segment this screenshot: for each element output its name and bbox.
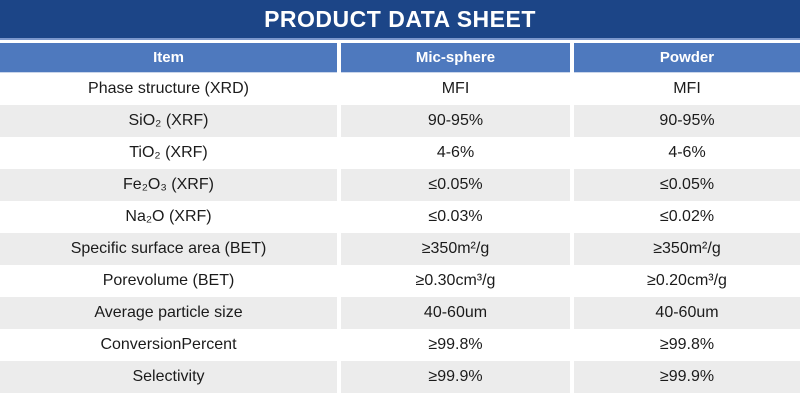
powder-cell: MFI bbox=[574, 73, 800, 105]
mic-sphere-cell: ≤0.03% bbox=[341, 201, 570, 233]
item-cell: ConversionPercent bbox=[0, 329, 337, 361]
item-cell: Fe₂O₃ (XRF) bbox=[0, 169, 337, 201]
item-cell: Porevolume (BET) bbox=[0, 265, 337, 297]
item-cell: TiO₂ (XRF) bbox=[0, 137, 337, 169]
item-cell: SiO₂ (XRF) bbox=[0, 105, 337, 137]
item-cell: Specific surface area (BET) bbox=[0, 233, 337, 265]
column-header-powder: Powder bbox=[574, 43, 800, 73]
item-cell: Na₂O (XRF) bbox=[0, 201, 337, 233]
powder-cell: 40-60um bbox=[574, 297, 800, 329]
mic-sphere-cell: ≥99.8% bbox=[341, 329, 570, 361]
mic-sphere-cell: ≤0.05% bbox=[341, 169, 570, 201]
mic-sphere-cell: MFI bbox=[341, 73, 570, 105]
mic-sphere-cell: 40-60um bbox=[341, 297, 570, 329]
table-row: Na₂O (XRF) ≤0.03% ≤0.02% bbox=[0, 201, 800, 233]
table-row: Porevolume (BET) ≥0.30cm³/g ≥0.20cm³/g bbox=[0, 265, 800, 297]
banner-divider bbox=[0, 40, 800, 43]
powder-cell: ≤0.02% bbox=[574, 201, 800, 233]
item-cell: Phase structure (XRD) bbox=[0, 73, 337, 105]
powder-cell: ≥0.20cm³/g bbox=[574, 265, 800, 297]
mic-sphere-cell: 90-95% bbox=[341, 105, 570, 137]
table-row: TiO₂ (XRF) 4-6% 4-6% bbox=[0, 137, 800, 169]
table-row: Specific surface area (BET) ≥350m²/g ≥35… bbox=[0, 233, 800, 265]
table-row: Phase structure (XRD) MFI MFI bbox=[0, 73, 800, 105]
table-row: SiO₂ (XRF) 90-95% 90-95% bbox=[0, 105, 800, 137]
mic-sphere-cell: ≥99.9% bbox=[341, 361, 570, 393]
powder-cell: 90-95% bbox=[574, 105, 800, 137]
item-cell: Average particle size bbox=[0, 297, 337, 329]
mic-sphere-cell: 4-6% bbox=[341, 137, 570, 169]
mic-sphere-cell: ≥0.30cm³/g bbox=[341, 265, 570, 297]
powder-cell: ≤0.05% bbox=[574, 169, 800, 201]
powder-cell: 4-6% bbox=[574, 137, 800, 169]
title-banner: PRODUCT DATA SHEET bbox=[0, 0, 800, 40]
column-header-item: Item bbox=[0, 43, 337, 73]
powder-cell: ≥99.8% bbox=[574, 329, 800, 361]
table-row: ConversionPercent ≥99.8% ≥99.8% bbox=[0, 329, 800, 361]
mic-sphere-cell: ≥350m²/g bbox=[341, 233, 570, 265]
table-header-row: Item Mic-sphere Powder bbox=[0, 43, 800, 73]
table-row: Selectivity ≥99.9% ≥99.9% bbox=[0, 361, 800, 393]
table-row: Fe₂O₃ (XRF) ≤0.05% ≤0.05% bbox=[0, 169, 800, 201]
powder-cell: ≥350m²/g bbox=[574, 233, 800, 265]
column-header-mic-sphere: Mic-sphere bbox=[341, 43, 570, 73]
powder-cell: ≥99.9% bbox=[574, 361, 800, 393]
table-row: Average particle size 40-60um 40-60um bbox=[0, 297, 800, 329]
sheet-title: PRODUCT DATA SHEET bbox=[264, 5, 536, 32]
item-cell: Selectivity bbox=[0, 361, 337, 393]
